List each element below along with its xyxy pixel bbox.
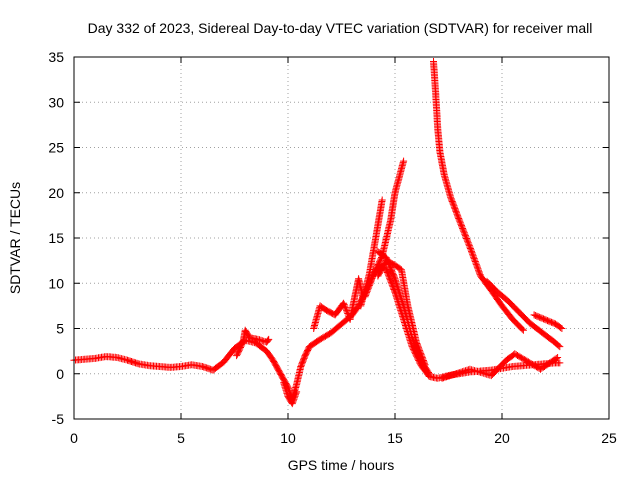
data-point	[449, 200, 457, 208]
data-point	[420, 359, 428, 367]
series-late-noise	[438, 350, 562, 382]
y-tick-label: 25	[48, 140, 64, 156]
data-point	[390, 273, 398, 281]
data-point	[552, 354, 560, 362]
data-point	[342, 305, 350, 313]
data-point	[466, 245, 474, 252]
data-point	[518, 325, 526, 333]
y-tick-label: 5	[56, 321, 64, 337]
series-late-line-1	[483, 277, 564, 351]
data-point	[378, 196, 386, 204]
data-point	[341, 302, 349, 310]
data-point	[425, 370, 433, 378]
y-tick-label: 30	[48, 94, 64, 110]
data-point	[458, 223, 466, 231]
data-point	[461, 232, 469, 240]
y-tick-label: 35	[48, 49, 64, 65]
tick-labels: 0 5 10 15 20 25 -5 0 5 10 15 20 25 30 35	[48, 49, 617, 446]
data-point	[341, 304, 349, 312]
series-high-decay	[430, 58, 527, 334]
data-point	[421, 361, 429, 369]
data-point	[340, 299, 348, 307]
data-point	[556, 359, 564, 367]
data-point	[459, 226, 467, 234]
data-point	[265, 335, 273, 343]
data-point	[558, 325, 566, 332]
series-late-line-2	[530, 311, 566, 332]
data-point	[419, 355, 427, 363]
x-tick-label: 25	[601, 430, 617, 446]
data-point	[364, 286, 372, 294]
data-point	[556, 343, 564, 351]
series-mid-cluster	[310, 275, 367, 332]
series-hump-1	[233, 326, 273, 360]
data-point	[455, 216, 463, 224]
y-tick-label: -5	[52, 411, 65, 427]
x-tick-label: 0	[70, 430, 78, 446]
data-point	[292, 389, 300, 397]
data-point	[340, 301, 348, 309]
series-dip-lower	[280, 379, 301, 408]
data-point	[460, 227, 468, 235]
data-point	[470, 253, 478, 261]
data-point	[464, 237, 472, 245]
plot-frame	[73, 56, 610, 420]
data-point	[453, 209, 460, 217]
y-axis-label: SDTVAR / TECUs	[7, 182, 23, 294]
y-tick-label: 0	[56, 366, 64, 382]
y-tick-label: 20	[48, 185, 64, 201]
data-point	[367, 277, 375, 285]
data-point	[471, 256, 479, 264]
x-tick-label: 5	[177, 430, 185, 446]
series-main-trace	[70, 261, 564, 403]
data-point	[472, 260, 480, 268]
x-tick-label: 20	[494, 430, 510, 446]
data-markers	[70, 58, 566, 408]
data-point	[425, 369, 432, 376]
data-point	[293, 388, 301, 396]
data-point	[476, 269, 483, 277]
data-point	[557, 324, 565, 332]
x-tick-label: 15	[387, 430, 403, 446]
y-tick-label: 10	[48, 275, 64, 291]
data-point	[264, 336, 272, 344]
x-axis-label: GPS time / hours	[288, 457, 395, 473]
data-point	[519, 326, 527, 334]
data-point	[263, 337, 271, 345]
data-point	[474, 265, 482, 273]
data-point	[400, 157, 408, 165]
data-point	[415, 344, 422, 352]
data-point	[554, 354, 562, 361]
data-point	[555, 342, 563, 350]
data-point	[468, 249, 476, 257]
series-shoulder	[374, 257, 429, 369]
data-point	[289, 398, 297, 406]
data-point	[465, 242, 473, 250]
data-point	[290, 394, 298, 402]
chart-title: Day 332 of 2023, Sidereal Day-to-day VTE…	[88, 20, 593, 36]
x-tick-label: 10	[280, 430, 296, 446]
grid-lines	[74, 57, 609, 419]
y-tick-label: 15	[48, 230, 64, 246]
